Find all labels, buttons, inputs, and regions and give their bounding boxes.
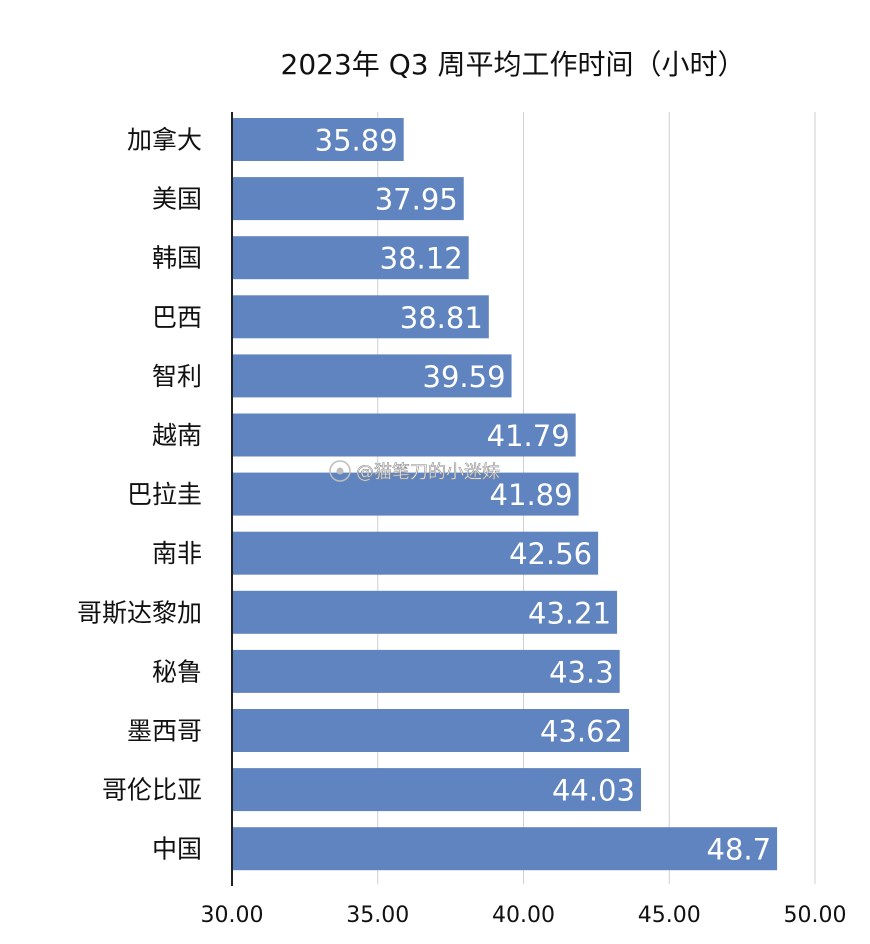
bar	[233, 177, 464, 221]
category-label: 哥伦比亚	[102, 776, 202, 805]
value-label: 39.59	[423, 360, 506, 394]
category-label: 南非	[152, 539, 202, 568]
chart-title: 2023年 Q3 周平均工作时间（小时）	[281, 48, 746, 81]
bar	[233, 354, 512, 398]
bar	[233, 413, 576, 457]
x-tick-label: 40.00	[492, 903, 555, 928]
category-label: 哥斯达黎加	[77, 598, 202, 627]
category-label: 墨西哥	[127, 717, 202, 746]
value-label: 43.3	[549, 655, 614, 689]
value-label: 42.56	[509, 537, 592, 571]
category-label: 巴拉圭	[127, 480, 202, 509]
value-label: 41.79	[487, 419, 570, 453]
category-label: 秘鲁	[152, 657, 202, 686]
x-tick-labels: 30.00 35.00 40.00 45.00 50.00	[201, 903, 847, 928]
value-label: 44.03	[552, 774, 635, 808]
category-label: 智利	[152, 362, 202, 391]
value-label: 41.89	[490, 478, 573, 512]
value-label: 43.21	[528, 596, 611, 630]
x-tick-label: 45.00	[638, 903, 701, 928]
value-label: 35.89	[315, 124, 398, 158]
bar	[233, 709, 630, 752]
value-label: 43.62	[540, 715, 623, 749]
category-label: 加拿大	[127, 126, 202, 155]
watermark-text: @猫笔刀的小迷妹	[356, 462, 500, 483]
category-label: 中国	[152, 835, 202, 864]
bars	[233, 118, 778, 871]
bar	[233, 531, 599, 575]
bar	[233, 827, 778, 871]
weibo-logo-icon	[329, 460, 351, 482]
category-label: 美国	[152, 185, 202, 214]
category-label: 韩国	[152, 244, 202, 273]
value-label: 37.95	[375, 183, 458, 217]
bar	[233, 590, 618, 634]
value-labels: 35.89 37.95 38.12 38.81 39.59 41.79 41.89 42.56…	[315, 124, 771, 867]
value-label: 38.12	[380, 242, 463, 276]
bar	[233, 236, 469, 280]
value-label: 48.7	[707, 833, 772, 867]
gridlines	[231, 112, 816, 886]
x-tick-label: 50.00	[784, 903, 847, 928]
category-label: 越南	[152, 421, 202, 450]
bar	[233, 118, 404, 161]
weibo-logo-dot	[336, 467, 344, 475]
category-label: 巴西	[152, 303, 202, 332]
x-tick-label: 30.00	[201, 903, 264, 928]
bar	[233, 472, 579, 516]
watermark: @猫笔刀的小迷妹	[329, 460, 500, 483]
x-tick-label: 35.00	[346, 903, 409, 928]
value-label: 38.81	[400, 301, 483, 335]
bar	[233, 295, 489, 339]
bar	[233, 649, 620, 693]
bar	[233, 768, 641, 812]
